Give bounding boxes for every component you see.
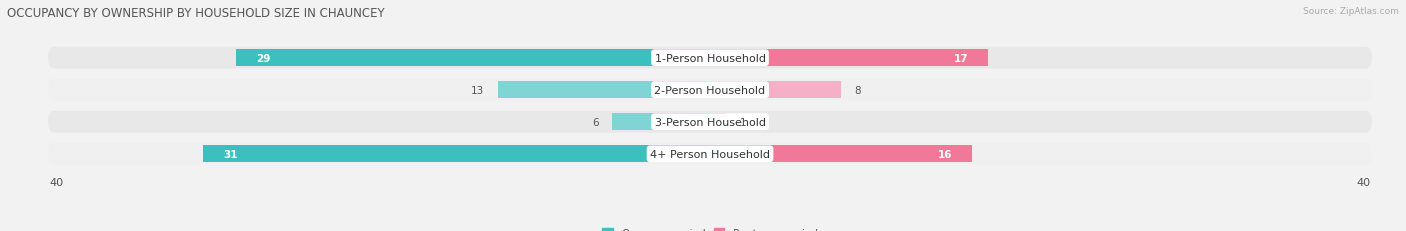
Text: OCCUPANCY BY OWNERSHIP BY HOUSEHOLD SIZE IN CHAUNCEY: OCCUPANCY BY OWNERSHIP BY HOUSEHOLD SIZE… xyxy=(7,7,385,20)
Text: 17: 17 xyxy=(953,53,969,63)
Bar xyxy=(204,146,710,162)
Text: 4+ Person Household: 4+ Person Household xyxy=(650,149,770,159)
Text: 13: 13 xyxy=(471,85,485,95)
Text: 31: 31 xyxy=(224,149,238,159)
Text: 8: 8 xyxy=(853,85,860,95)
Text: 3-Person Household: 3-Person Household xyxy=(655,117,765,127)
Text: 1-Person Household: 1-Person Household xyxy=(655,53,765,63)
Bar xyxy=(612,114,710,131)
Text: Source: ZipAtlas.com: Source: ZipAtlas.com xyxy=(1303,7,1399,16)
FancyBboxPatch shape xyxy=(48,48,1372,69)
FancyBboxPatch shape xyxy=(48,111,1372,133)
Text: 6: 6 xyxy=(592,117,599,127)
Legend: Owner-occupied, Renter-occupied: Owner-occupied, Renter-occupied xyxy=(602,228,818,231)
Text: 2-Person Household: 2-Person Household xyxy=(654,85,766,95)
Text: 1: 1 xyxy=(740,117,747,127)
FancyBboxPatch shape xyxy=(48,143,1372,165)
Bar xyxy=(498,82,710,99)
Text: 29: 29 xyxy=(256,53,270,63)
FancyBboxPatch shape xyxy=(48,79,1372,101)
Bar xyxy=(710,114,727,131)
Bar xyxy=(236,50,710,67)
Bar xyxy=(710,50,988,67)
Text: 16: 16 xyxy=(938,149,952,159)
Bar xyxy=(710,146,972,162)
Bar xyxy=(710,82,841,99)
